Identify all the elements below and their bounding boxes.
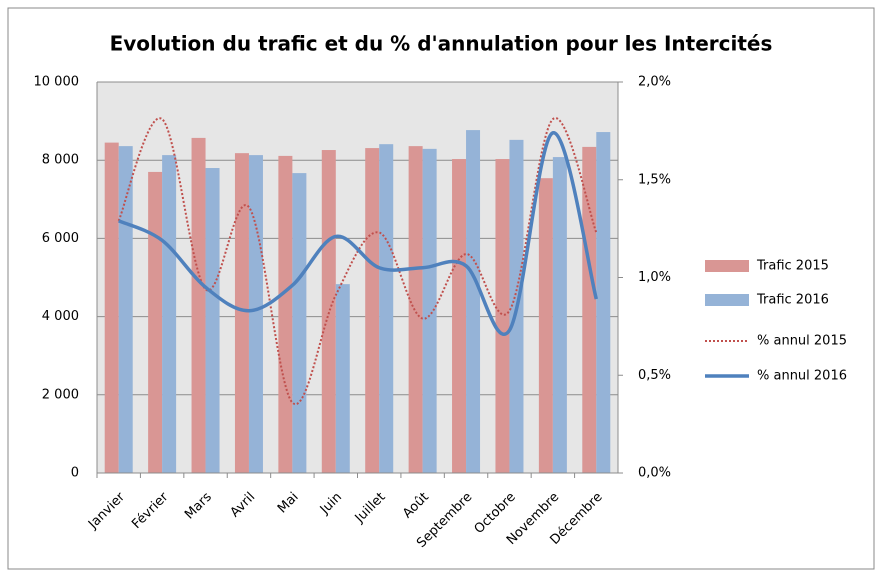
y-tick-label: 10 000 <box>34 75 80 90</box>
bar <box>596 132 611 473</box>
line <box>117 117 598 406</box>
bar <box>118 146 133 473</box>
bar <box>452 159 467 474</box>
legend-label: Trafic 2015 <box>756 259 829 274</box>
bar <box>248 155 263 473</box>
legend-label: % annul 2016 <box>757 369 847 384</box>
bar <box>582 146 597 473</box>
legend-label: % annul 2015 <box>757 334 847 349</box>
bar <box>292 173 307 473</box>
y2-tick-label: 2,0% <box>638 75 671 90</box>
bar <box>321 150 336 473</box>
y2-tick-label: 1,5% <box>638 172 671 187</box>
y2-tick-label: 0,0% <box>638 466 671 481</box>
bar <box>408 146 423 473</box>
bar <box>234 153 249 474</box>
bar <box>552 157 567 473</box>
bar <box>335 284 350 473</box>
legend-label: Trafic 2016 <box>756 293 829 308</box>
y-tick-label: 2 000 <box>42 387 79 402</box>
y-tick-label: 6 000 <box>42 231 79 246</box>
bar <box>466 130 481 473</box>
y-tick-label: 8 000 <box>42 153 79 168</box>
chart-title: Evolution du trafic et du % d'annulation… <box>110 32 773 56</box>
bar <box>379 144 394 473</box>
legend-swatch <box>705 294 749 306</box>
y-tick-label: 0 <box>71 466 79 481</box>
bar <box>205 168 220 473</box>
bar <box>538 178 553 473</box>
y2-tick-label: 0,5% <box>638 368 671 383</box>
plot-area <box>97 82 618 473</box>
bar <box>148 171 163 473</box>
bar <box>191 137 206 473</box>
bar <box>422 148 437 473</box>
y2-tick-label: 1,0% <box>638 270 671 285</box>
y-tick-label: 4 000 <box>42 309 79 324</box>
bar <box>365 148 380 474</box>
bar <box>162 155 177 473</box>
legend-swatch <box>705 260 749 272</box>
line <box>117 131 598 336</box>
bar <box>104 142 119 474</box>
bar <box>495 159 510 474</box>
bar <box>278 155 293 474</box>
